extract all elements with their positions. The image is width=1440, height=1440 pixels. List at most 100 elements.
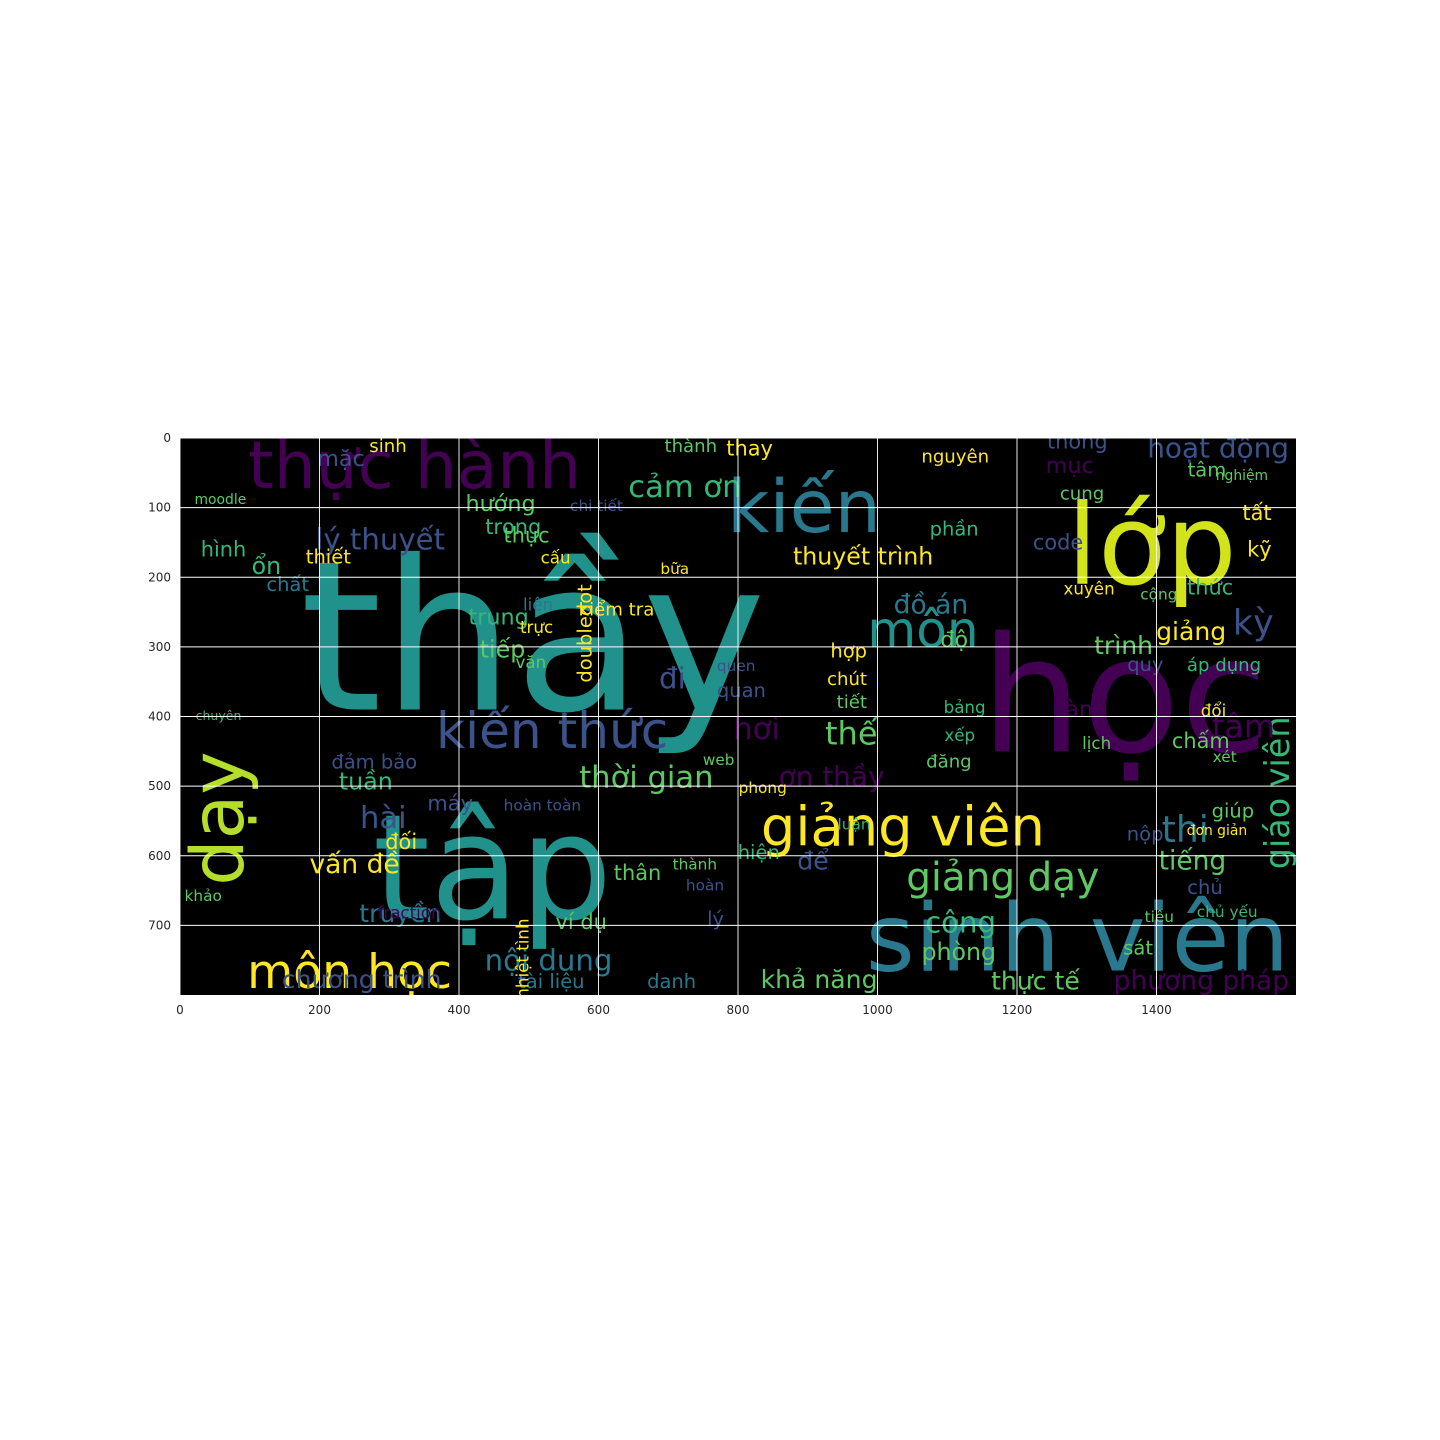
cloud-word: vấn đề bbox=[309, 849, 399, 880]
cloud-word: hình bbox=[201, 537, 247, 561]
cloud-word: thiết bbox=[306, 545, 351, 568]
cloud-word: chất bbox=[266, 573, 309, 596]
cloud-word: chấm bbox=[1172, 729, 1230, 753]
cloud-word: đảm bảo bbox=[331, 751, 417, 774]
x-tick-label: 1400 bbox=[1141, 1003, 1172, 1017]
cloud-word: hợp bbox=[830, 639, 867, 662]
cloud-word: phòng bbox=[921, 938, 996, 966]
cloud-word: nội dung bbox=[485, 944, 613, 978]
cloud-word: hướng bbox=[466, 491, 536, 517]
y-tick-label: 100 bbox=[148, 501, 171, 515]
cloud-word: tiết bbox=[837, 692, 867, 713]
cloud-word: học bbox=[981, 602, 1268, 789]
cloud-word: trung bbox=[468, 605, 528, 631]
cloud-word: ổn bbox=[252, 552, 282, 580]
cloud-word: kiến thức bbox=[436, 701, 668, 760]
cloud-word: tâm bbox=[1188, 458, 1227, 481]
cloud-word: độ bbox=[940, 627, 968, 653]
cloud-word: ơn thầy bbox=[779, 760, 885, 793]
y-tick-label: 200 bbox=[148, 570, 171, 584]
cloud-word: khảo bbox=[185, 887, 222, 905]
cloud-word: nhiệt tình bbox=[513, 918, 533, 998]
cloud-word: mặc bbox=[317, 446, 365, 472]
cloud-word: hoàn toàn bbox=[504, 796, 581, 814]
cloud-word: lý thuyết bbox=[315, 522, 445, 556]
grid-lines bbox=[179, 437, 1296, 995]
cloud-word: chương trình bbox=[282, 965, 442, 994]
cloud-word: trọng bbox=[485, 515, 541, 539]
cloud-word: fraction bbox=[377, 902, 441, 922]
cloud-word: lịch bbox=[1082, 733, 1111, 753]
cloud-word: dạy bbox=[176, 751, 261, 885]
x-tick-label: 600 bbox=[587, 1003, 610, 1017]
cloud-word: hài bbox=[360, 801, 407, 836]
cloud-word: thực bbox=[504, 523, 550, 547]
cloud-word: đổi bbox=[1201, 701, 1226, 721]
cloud-word: lý bbox=[707, 907, 724, 930]
cloud-word: làm bbox=[1059, 697, 1101, 723]
cloud-word: tuần bbox=[339, 768, 393, 796]
cloud-word: kiểm tra bbox=[579, 600, 655, 621]
cloud-word: cung bbox=[1060, 483, 1104, 504]
cloud-word: xếp bbox=[944, 725, 975, 745]
cloud-word: sinh viên bbox=[866, 885, 1289, 994]
cloud-word: giáo viên bbox=[1258, 717, 1297, 870]
cloud-word: tâm bbox=[1212, 707, 1275, 745]
cloud-word: xuyên bbox=[1063, 579, 1114, 599]
cloud-word: nguyên bbox=[921, 446, 989, 467]
x-tick-label: 400 bbox=[448, 1003, 471, 1017]
cloud-word: chủ yếu bbox=[1197, 903, 1258, 921]
y-tick-label: 300 bbox=[148, 640, 171, 654]
cloud-word: đơn giản bbox=[1187, 823, 1248, 839]
cloud-word: thức bbox=[1187, 576, 1233, 600]
cloud-word: hiện bbox=[738, 841, 780, 864]
cloud-word: thực tế bbox=[991, 966, 1080, 995]
cloud-word: quan bbox=[717, 679, 766, 702]
cloud-word: văn bbox=[516, 652, 547, 672]
cloud-word: code bbox=[1033, 530, 1083, 554]
cloud-word: cộng bbox=[1140, 586, 1177, 604]
cloud-word: sinh bbox=[369, 436, 406, 457]
cloud-word: danh bbox=[647, 970, 696, 993]
cloud-word: môn bbox=[867, 600, 978, 659]
y-tick-label: 500 bbox=[148, 779, 171, 793]
cloud-word: trình bbox=[1094, 631, 1153, 660]
x-tick-label: 800 bbox=[727, 1003, 750, 1017]
cloud-word: hoạt động bbox=[1147, 431, 1289, 464]
cloud-word: tiếp bbox=[480, 635, 525, 663]
x-axis-ticks: 0 200 400 600 800 1000 1200 1400 bbox=[176, 1003, 1172, 1017]
cloud-word: đi bbox=[659, 662, 686, 696]
cloud-word: tất bbox=[1242, 501, 1271, 525]
cloud-word: chút bbox=[827, 669, 867, 690]
cloud-word: xét bbox=[1213, 748, 1237, 766]
cloud-word: đồ án bbox=[894, 589, 969, 620]
cloud-word: thân bbox=[614, 861, 661, 885]
cloud-word: giảng viên bbox=[761, 795, 1045, 858]
cloud-word: công bbox=[925, 905, 996, 939]
cloud-word: thời gian bbox=[579, 761, 713, 796]
x-tick-label: 200 bbox=[308, 1003, 331, 1017]
cloud-word: tiếng bbox=[1159, 846, 1227, 877]
cloud-word: thi bbox=[1162, 808, 1209, 851]
cloud-word: thuyết trình bbox=[793, 543, 933, 571]
cloud-word: khả năng bbox=[761, 965, 878, 994]
cloud-word: bảng bbox=[944, 697, 986, 717]
cloud-word: áp dụng bbox=[1187, 655, 1261, 676]
cloud-word: đối bbox=[385, 830, 417, 854]
cloud-word: nộp bbox=[1127, 822, 1164, 845]
x-tick-label: 0 bbox=[176, 1003, 184, 1017]
cloud-word: doubledot bbox=[574, 584, 597, 683]
cloud-word: quen bbox=[717, 657, 756, 675]
cloud-word: tiêu bbox=[1145, 908, 1174, 926]
cloud-word: thành bbox=[673, 856, 717, 874]
x-tick-label: 1000 bbox=[862, 1003, 893, 1017]
cloud-word: sát bbox=[1123, 937, 1153, 960]
cloud-word: trực bbox=[520, 617, 553, 637]
cloud-word: giúp bbox=[1212, 799, 1255, 822]
y-axis-ticks: 0 100 200 300 400 500 600 700 bbox=[148, 431, 171, 932]
cloud-word: ví dụ bbox=[556, 910, 607, 934]
cloud-word: tài liệu bbox=[518, 970, 584, 993]
y-tick-label: 600 bbox=[148, 849, 171, 863]
cloud-word: bữa bbox=[660, 560, 689, 578]
cloud-word: hơi bbox=[733, 712, 780, 747]
